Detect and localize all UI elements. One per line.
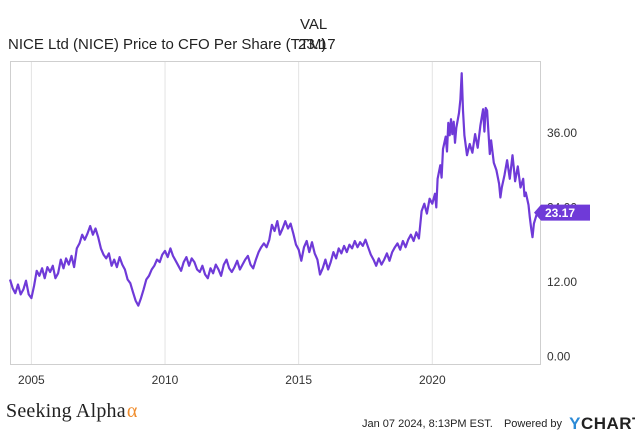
x-tick-label: 2010	[152, 373, 179, 387]
timestamp: Jan 07 2024, 8:13PM EST.	[362, 418, 493, 430]
brand-text: Seeking Alpha	[6, 400, 126, 422]
powered-by-text: Powered by	[503, 418, 563, 430]
last-value-label: 23.17	[534, 204, 590, 221]
legend-series-value: 23.17	[298, 36, 336, 53]
series-line	[8, 72, 540, 307]
ycharts-wordmark: CHARTS	[580, 414, 635, 433]
seeking-alpha-logo[interactable]: Seeking Alphaα	[6, 400, 138, 423]
vertical-gridlines	[30, 62, 433, 364]
y-tick-label: 0.00	[547, 350, 571, 364]
ycharts-logo[interactable]: YCHARTS	[569, 414, 635, 433]
last-value-text: 23.17	[545, 206, 575, 220]
x-axis-ticks: 2005 2010 2015 2020	[18, 373, 446, 387]
x-tick-label: 2020	[419, 373, 446, 387]
ycharts-y-icon: Y	[569, 414, 581, 433]
y-tick-label: 36.00	[547, 126, 577, 140]
legend-series-name: NICE Ltd (NICE) Price to CFO Per Share (…	[8, 36, 327, 53]
legend: VAL NICE Ltd (NICE) Price to CFO Per Sha…	[0, 0, 635, 60]
legend-header: VAL	[300, 16, 328, 33]
last-value-badge	[534, 204, 590, 221]
footer-credits: Jan 07 2024, 8:13PM EST. Powered by YCHA…	[362, 414, 635, 434]
x-tick-label: 2005	[18, 373, 45, 387]
plot-frame	[10, 61, 541, 365]
y-tick-label: 12.00	[547, 275, 577, 289]
x-tick-label: 2015	[285, 373, 312, 387]
alpha-icon: α	[126, 400, 138, 422]
